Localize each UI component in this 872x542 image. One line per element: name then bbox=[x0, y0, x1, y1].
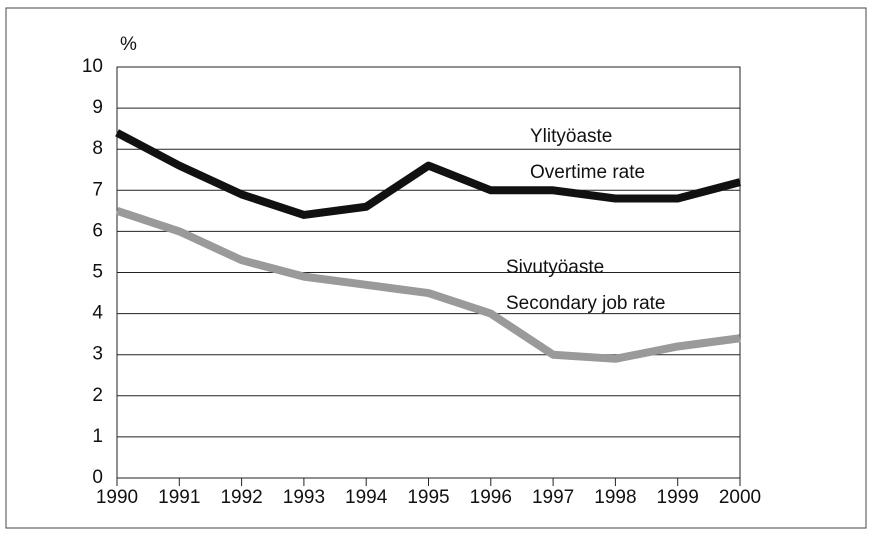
x-tick-label: 1994 bbox=[345, 487, 388, 508]
y-tick-label: 8 bbox=[92, 138, 103, 159]
x-tick-label: 1993 bbox=[283, 487, 325, 508]
x-tick-label: 1995 bbox=[407, 487, 449, 508]
y-tick-label: 9 bbox=[92, 97, 103, 118]
x-tick-label: 1990 bbox=[96, 487, 138, 508]
x-tick-label: 1999 bbox=[657, 487, 699, 508]
y-tick-label: 2 bbox=[92, 385, 103, 406]
y-tick-label: 4 bbox=[92, 303, 103, 324]
y-tick-label: 3 bbox=[92, 344, 103, 365]
series-line bbox=[115, 207, 741, 363]
y-tick-label: 7 bbox=[92, 179, 103, 200]
series-label: Ylityöaste bbox=[530, 126, 612, 147]
x-tick-label: 1991 bbox=[158, 487, 200, 508]
x-tick-label: 1997 bbox=[532, 487, 574, 508]
series-label: Secondary job rate bbox=[506, 293, 666, 314]
series-label: Overtime rate bbox=[530, 162, 645, 183]
y-tick-label: 6 bbox=[92, 220, 103, 241]
x-tick-label: 1992 bbox=[220, 487, 262, 508]
series-label: Sivutyöaste bbox=[506, 257, 604, 278]
x-tick-label: 1996 bbox=[470, 487, 512, 508]
x-tick-label: 1998 bbox=[594, 487, 636, 508]
y-tick-label: 5 bbox=[92, 262, 103, 283]
y-tick-label: 10 bbox=[82, 56, 103, 77]
frame bbox=[5, 7, 867, 529]
y-axis-label: % bbox=[120, 34, 137, 55]
series-line bbox=[115, 129, 742, 219]
y-tick-label: 0 bbox=[92, 467, 103, 488]
y-tick-label: 1 bbox=[92, 426, 103, 447]
x-tick-label: 2000 bbox=[719, 487, 761, 508]
